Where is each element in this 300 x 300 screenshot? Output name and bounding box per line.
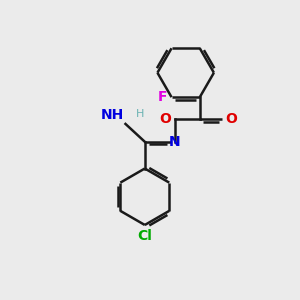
Text: N: N [169, 135, 180, 149]
Text: H: H [136, 109, 144, 118]
Text: O: O [159, 112, 171, 127]
Text: NH: NH [101, 108, 124, 122]
Text: O: O [226, 112, 238, 127]
Text: F: F [158, 90, 167, 104]
Text: Cl: Cl [137, 229, 152, 242]
